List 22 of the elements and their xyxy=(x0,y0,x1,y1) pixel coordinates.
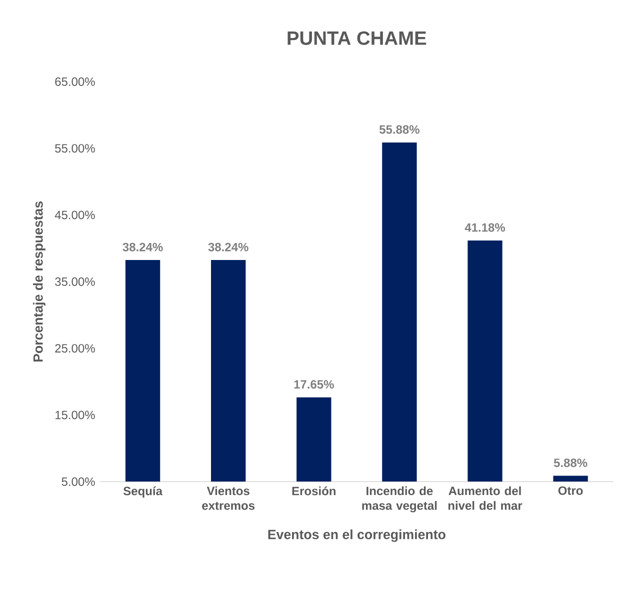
y-tick-label: 25.00% xyxy=(55,344,95,353)
y-tick-label: 45.00% xyxy=(54,210,95,220)
x-axis-title: Eventos en el corregimiento xyxy=(268,529,446,542)
x-tick-label: Incendio de masa vegetal xyxy=(362,486,437,512)
data-label: 41.18% xyxy=(464,223,506,232)
y-tick-label: 5.00% xyxy=(62,477,95,486)
y-tick-label: 55.00% xyxy=(55,144,95,153)
y-axis-title: Porcentaje de respuestas xyxy=(33,201,46,362)
data-label: 38.24% xyxy=(122,242,163,252)
data-label: 55.88% xyxy=(379,125,420,134)
data-label: 17.65% xyxy=(294,380,334,389)
x-tick-label: Aumento del nivel del mar xyxy=(448,486,522,510)
y-tick-label: 65.00% xyxy=(55,77,95,86)
x-tick-label: Erosión xyxy=(292,486,336,496)
y-tick-label: 15.00% xyxy=(56,410,95,420)
x-tick-label: Sequía xyxy=(123,486,163,498)
x-tick-label: Vientos extremos xyxy=(202,486,255,510)
data-label: 38.24% xyxy=(208,242,248,252)
y-tick-label: 35.00% xyxy=(55,277,95,286)
chart-title: PUNTA CHAME xyxy=(288,31,426,45)
x-tick-label: Otro xyxy=(558,486,583,495)
data-label: 5.88% xyxy=(554,458,588,468)
